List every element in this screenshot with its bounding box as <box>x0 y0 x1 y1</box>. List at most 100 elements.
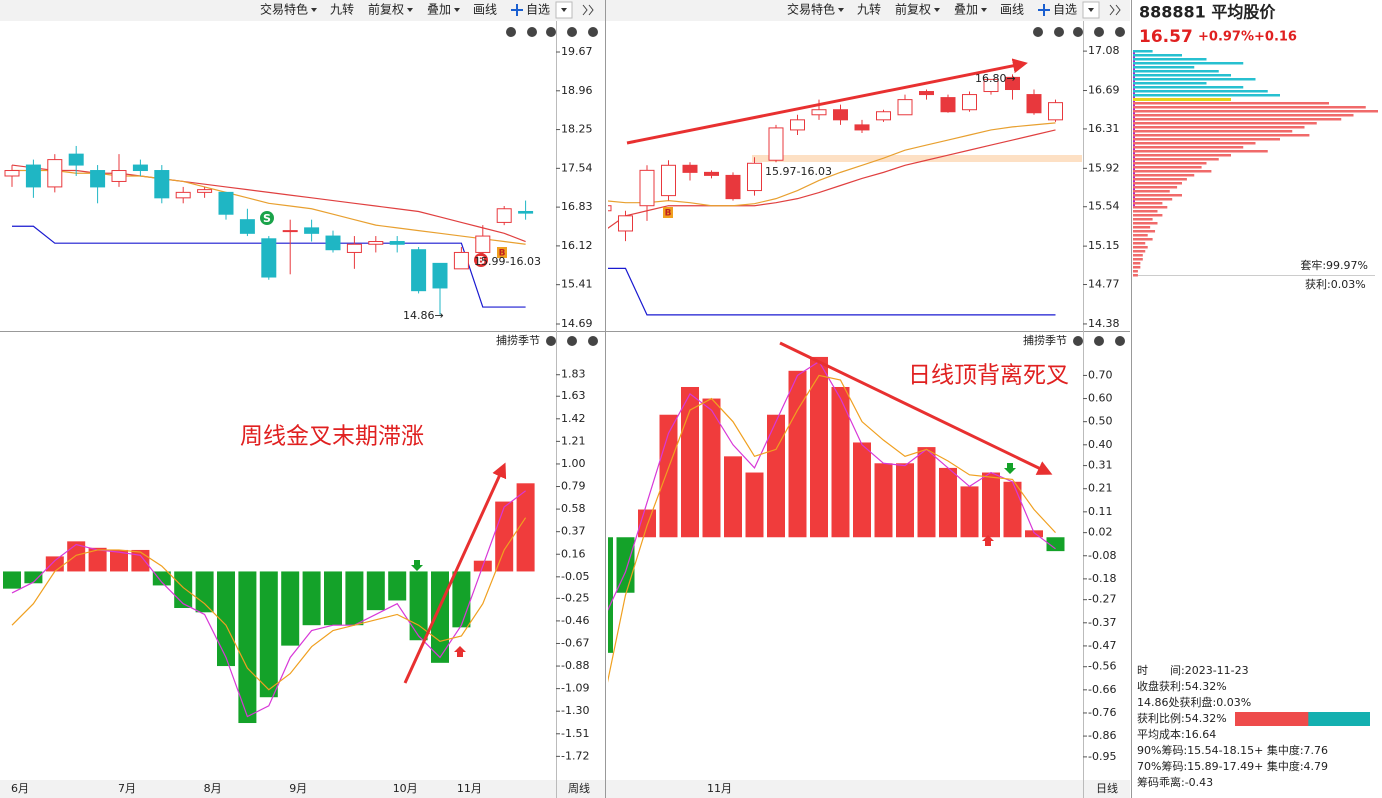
y-tick-label: 0.50 <box>1088 415 1113 428</box>
help[interactable] <box>567 336 577 346</box>
panel-icons <box>506 27 1125 346</box>
macd-bar <box>960 486 979 538</box>
toolbar-item[interactable]: 画线 <box>1000 3 1024 17</box>
zoom-in[interactable] <box>1033 27 1043 37</box>
close[interactable] <box>1115 27 1125 37</box>
zoom-out[interactable] <box>527 27 537 37</box>
toolbar-item[interactable]: 自选 <box>526 3 550 17</box>
macd-bar <box>1046 537 1065 552</box>
dropdown-arrow[interactable] <box>838 8 844 12</box>
dropdown-arrow[interactable] <box>407 8 413 12</box>
macd-bar <box>724 456 742 538</box>
help[interactable] <box>1094 336 1104 346</box>
toolbar-item[interactable]: 叠加 <box>427 3 451 17</box>
settings[interactable] <box>546 336 556 346</box>
note: 周线金叉末期滞涨 <box>240 424 424 450</box>
y-tick-label: -0.08 <box>1088 549 1116 562</box>
dropdown-arrow[interactable] <box>1088 8 1094 12</box>
y-tick-label: -0.46 <box>561 614 589 627</box>
dropdown-arrow[interactable] <box>561 8 567 12</box>
y-tick-label: 15.15 <box>1088 239 1120 252</box>
close[interactable] <box>1115 336 1125 346</box>
y-tick-label: 0.31 <box>1088 459 1113 472</box>
chip-bar <box>1133 238 1153 241</box>
change-pct: +0.97% <box>1198 30 1254 45</box>
toolbar-item[interactable]: 九转 <box>330 2 354 17</box>
expand-icon[interactable] <box>1109 4 1121 16</box>
expand-icon[interactable] <box>582 4 594 16</box>
toolbar-item[interactable]: 叠加 <box>954 3 978 17</box>
toolbar-item[interactable]: 前复权 <box>895 2 931 17</box>
chip-bar <box>1133 126 1305 129</box>
macd-bar <box>302 571 321 626</box>
chip-bar <box>1133 122 1317 125</box>
y-tick-label: -0.27 <box>1088 593 1116 606</box>
macd-bar <box>281 571 300 646</box>
dropdown-arrow[interactable] <box>981 8 987 12</box>
candle-body <box>261 238 277 278</box>
toolbar-item[interactable]: 前复权 <box>368 2 404 17</box>
macd-bar <box>767 414 785 538</box>
candle-body <box>47 159 63 188</box>
settings[interactable] <box>546 27 556 37</box>
chip-bar <box>1133 50 1153 53</box>
x-tick-label: 8月 <box>204 782 222 795</box>
settings[interactable] <box>1073 336 1083 346</box>
chip-bar <box>1133 242 1146 245</box>
macd-bar <box>67 541 86 572</box>
toolbar: 交易特色 九转 前复权 叠加 画线 自选 <box>787 1 1121 19</box>
candle-body <box>747 162 762 192</box>
chip-bar <box>1133 270 1138 273</box>
indicator-name[interactable]: 捕捞季节 <box>496 333 540 347</box>
plus-icon[interactable] <box>511 4 523 16</box>
settings[interactable] <box>1073 27 1083 37</box>
y-tick-label: -0.67 <box>561 636 589 649</box>
macd-bar <box>982 472 1000 538</box>
macd-bar <box>174 571 193 608</box>
line <box>608 267 1056 316</box>
toolbar-item[interactable]: 自选 <box>1053 3 1077 17</box>
chip-bar <box>1133 170 1212 173</box>
toolbar-item[interactable]: 九转 <box>857 2 881 17</box>
y-tick-label: 18.96 <box>561 84 593 97</box>
period[interactable]: 日线 <box>1096 781 1118 795</box>
chip-bar <box>1133 186 1178 189</box>
chip-bar <box>1133 190 1170 193</box>
y-tick-label: 0.60 <box>1088 392 1113 405</box>
zoom-in[interactable] <box>506 27 516 37</box>
zoom-out[interactable] <box>1054 27 1064 37</box>
dropdown-arrow[interactable] <box>311 8 317 12</box>
trend-arrow <box>403 462 507 684</box>
info: 时 间:2023-11-23 <box>1137 664 1249 677</box>
toolbar-item[interactable]: 交易特色 <box>787 2 835 17</box>
candle-body <box>411 249 427 292</box>
close[interactable] <box>588 27 598 37</box>
candle-body <box>68 153 84 166</box>
y-tick-label: -1.30 <box>561 704 589 717</box>
line <box>608 360 1056 611</box>
toolbar-item[interactable]: 画线 <box>473 3 497 17</box>
close[interactable] <box>588 336 598 346</box>
note: 日线顶背离死叉 <box>908 363 1069 389</box>
macd-bar <box>259 571 278 698</box>
x-tick-label: 7月 <box>118 782 136 795</box>
macd-bar <box>452 571 471 628</box>
y-tick-label: 0.02 <box>1088 526 1113 539</box>
toolbar-item[interactable]: 交易特色 <box>260 2 308 17</box>
candle-body <box>111 170 127 182</box>
info: 获利比例:54.32% <box>1137 711 1227 725</box>
help[interactable] <box>567 27 577 37</box>
dropdown-arrow[interactable] <box>454 8 460 12</box>
period[interactable]: 周线 <box>568 781 590 795</box>
help[interactable] <box>1094 27 1104 37</box>
macd-bar <box>1025 530 1043 538</box>
dropdown-arrow[interactable] <box>934 8 940 12</box>
chip-bar <box>1133 182 1182 185</box>
chip-bar <box>1133 154 1231 157</box>
candle-body <box>962 94 977 111</box>
y-tick-label: 15.41 <box>561 278 593 291</box>
plus-icon[interactable] <box>1038 4 1050 16</box>
indicator-name[interactable]: 捕捞季节 <box>1023 333 1067 347</box>
chip-bar <box>1133 98 1231 101</box>
chip-bar <box>1133 142 1256 145</box>
